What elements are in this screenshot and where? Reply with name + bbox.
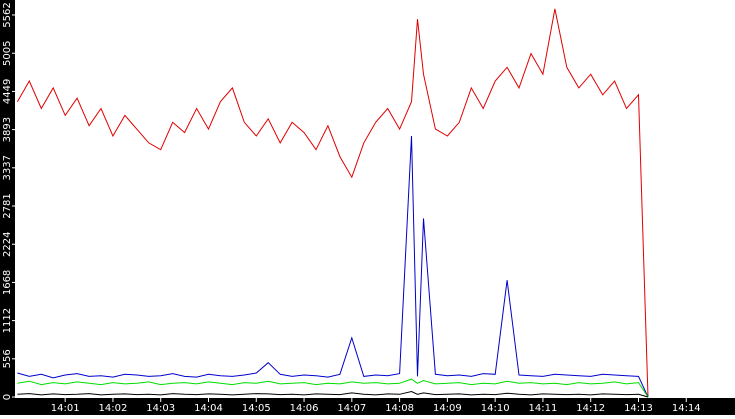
x-tick-label: 14:04: [194, 403, 223, 414]
y-tick-label: 1668: [2, 270, 13, 295]
series-line: [16, 8, 649, 398]
x-tick-label: 14:01: [51, 403, 80, 414]
x-tick-label: 14:06: [290, 403, 319, 414]
x-tick-label: 14:02: [99, 403, 128, 414]
y-tick-label: 5005: [2, 41, 13, 66]
series-line: [17, 390, 649, 398]
x-tick-label: 14:05: [242, 403, 271, 414]
x-tick-label: 14:11: [529, 403, 558, 414]
y-axis-strip: [0, 0, 15, 415]
y-tick-label: 0: [2, 394, 13, 400]
y-tick-label: 1112: [2, 308, 13, 333]
x-tick-label: 14:10: [481, 403, 510, 414]
x-tick-label: 14:07: [337, 403, 366, 414]
y-tick-label: 2224: [2, 232, 13, 257]
y-tick-label: 2781: [2, 193, 13, 218]
y-tick-label: 5562: [2, 2, 13, 27]
x-tick-label: 14:12: [576, 403, 605, 414]
x-tick-label: 14:13: [624, 403, 653, 414]
y-tick-label: 4449: [2, 79, 13, 104]
y-tick-label: 3893: [2, 117, 13, 142]
y-tick-label: 3337: [2, 155, 13, 180]
x-tick-label: 14:08: [385, 403, 414, 414]
series-line: [17, 378, 649, 398]
x-tick-label: 14:09: [433, 403, 462, 414]
series-line: [17, 135, 649, 398]
x-tick-label: 14:14: [672, 403, 701, 414]
x-axis-strip: [0, 398, 735, 415]
x-tick-label: 14:03: [146, 403, 175, 414]
y-tick-label: 556: [2, 349, 13, 368]
